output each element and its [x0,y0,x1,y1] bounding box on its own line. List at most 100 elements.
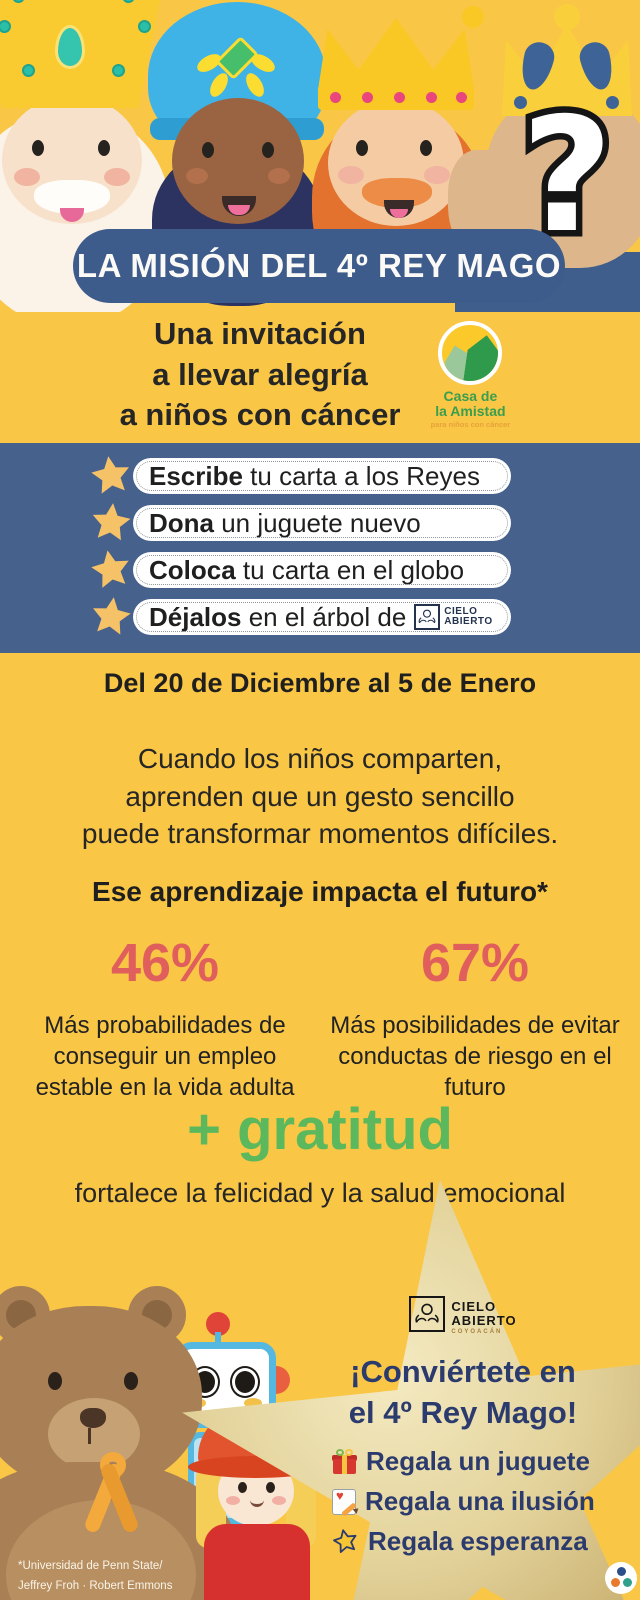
footnote-line: Jeffrey Froh · Robert Emmons [18,1580,173,1593]
heart-icon: ♥ [336,1487,344,1503]
king1-mouth [60,208,84,222]
step-keyword: Escribe [149,460,243,491]
message-line: aprenden que un gesto sencillo [125,780,515,812]
cta-item-letter: ♥ Regala una ilusión [332,1486,595,1517]
doll-cheek [272,1496,286,1505]
title-banner: LA MISIÓN DEL 4º REY MAGO [73,229,565,303]
king3-crown-jewel [394,92,405,103]
king2-eye [262,142,274,158]
star-icon [92,503,131,541]
stat-description: Más posibilidades de evitar conductas de… [330,1012,620,1102]
casa-logo-name-line: Casa de [443,387,498,404]
gift-icon [332,1449,357,1475]
king4-crown-jewel [514,96,527,109]
swirl-ornament-icon [418,609,436,624]
bear-eye [124,1372,138,1390]
king3-crown-jewel [456,92,467,103]
doll-mouth [250,1500,264,1507]
king1-cheek [14,168,40,186]
bear-mouth [88,1428,98,1444]
step-text: Coloca tu carta en el globo [149,555,464,586]
stats-row: 46% Más probabilidades de conseguir un e… [15,932,625,1104]
king3-crown-jewel [426,92,437,103]
intro-line: a niños con cáncer [119,397,401,433]
king3-cheek [424,166,450,184]
king1-crown-jewel [112,64,125,77]
doll-eye [266,1482,275,1493]
badge-figure-teal [623,1578,632,1587]
cta-item-label: Regala una ilusión [365,1486,595,1517]
king2-eye [202,142,214,158]
campaign-dates: Del 20 de Diciembre al 5 de Enero [103,668,537,698]
cielo-word-line: ABIERTO [451,1313,517,1329]
intro-line: a llevar alegría [152,356,368,392]
king2-tongue [228,205,250,215]
step-text: Dona un juguete nuevo [149,508,421,539]
king1-crown-jewel [138,20,151,33]
king3-crown-jewel [330,92,341,103]
bear-nose [80,1408,106,1428]
step-row: Dona un juguete nuevo [88,503,511,541]
cta-title-line: el 4º Rey Mago! [348,1395,578,1431]
cta-title: ¡Conviértete en el 4º Rey Mago! [349,1351,577,1435]
step-pill: Escribe tu carta a los Reyes [133,458,511,494]
stat-value: 67% [420,933,530,993]
corner-logo-badge [605,1562,637,1594]
cta-item-hope: Regala esperanza [332,1526,595,1557]
king3-tongue [390,209,408,218]
bear-eye [48,1372,62,1390]
cielo-word-line: ABIERTO [444,616,493,627]
king1-crown-jewel [0,20,11,33]
gratitude-headline: + gratitud [187,1097,453,1162]
step-rest: tu carta a los Reyes [242,460,480,491]
source-footnote: *Universidad de Penn State/ Jeffrey Froh… [18,1556,172,1596]
cielo-abierto-location: COYOACÁN [451,1328,503,1335]
intro-text: Una invitación a llevar alegría a niños … [120,314,401,437]
message-line: puede transformar momentos difíciles. [81,818,559,850]
cielo-abierto-emblem-icon [409,1296,446,1332]
cta-item-toy: Regala un juguete [332,1446,595,1477]
badge-figure-blue [617,1567,626,1576]
step-row: Déjalos en el árbol de CIELO ABIERTO [88,597,511,635]
cielo-abierto-emblem-icon [414,604,441,630]
star-icon [91,550,129,588]
step-rest: un juguete nuevo [214,507,421,538]
step-rest: en el árbol de [241,601,407,632]
step-rest: tu carta en el globo [235,554,465,585]
step-keyword: Coloca [149,554,236,585]
love-letter-icon: ♥ [332,1487,361,1517]
cta-item-label: Regala esperanza [368,1526,588,1557]
intro-section: Una invitación a llevar alegría a niños … [0,308,640,442]
intro-line: Una invitación [154,315,366,351]
impact-title: Ese aprendizaje impacta el futuro* [92,876,548,907]
doll-cheek [226,1496,240,1505]
cielo-word-line: CIELO [451,1299,497,1314]
stat-value: 46% [110,933,220,993]
king1-eye [98,140,110,156]
king3-crown-ball [462,6,484,28]
stat-risk-avoidance: 67% Más posibilidades de evitar conducta… [325,932,625,1104]
step-pill: Déjalos en el árbol de CIELO ABIERTO [133,599,511,635]
steps-list: Escribe tu carta a los Reyes Dona un jug… [88,456,511,635]
message-paragraph: Cuando los niños comparten, aprenden que… [0,740,640,853]
cta-item-label: Regala un juguete [366,1446,590,1477]
king3-eye [420,140,432,156]
step-pill: Dona un juguete nuevo [133,505,511,541]
robot-antenna [215,1332,221,1346]
king1-eye [32,140,44,156]
cta-items: Regala un juguete ♥ Regala una ilusión R… [332,1446,595,1557]
star-icon [93,597,131,635]
three-figures-icon [610,1567,632,1589]
gratitude-caption: fortalece la felicidad y la salud emocio… [74,1178,566,1208]
robot-cheek [244,1398,262,1408]
step-text: Déjalos en el árbol de [149,602,406,633]
king3-eye [356,140,368,156]
casa-logo-name: Casa de la Amistad [420,389,520,418]
doll-dress [204,1524,310,1600]
doll-eye [238,1482,247,1493]
steps-band: Escribe tu carta a los Reyes Dona un jug… [0,443,640,653]
king3-crown-jewel [362,92,373,103]
king2-cheek [268,168,290,184]
step-keyword: Déjalos [149,601,242,632]
